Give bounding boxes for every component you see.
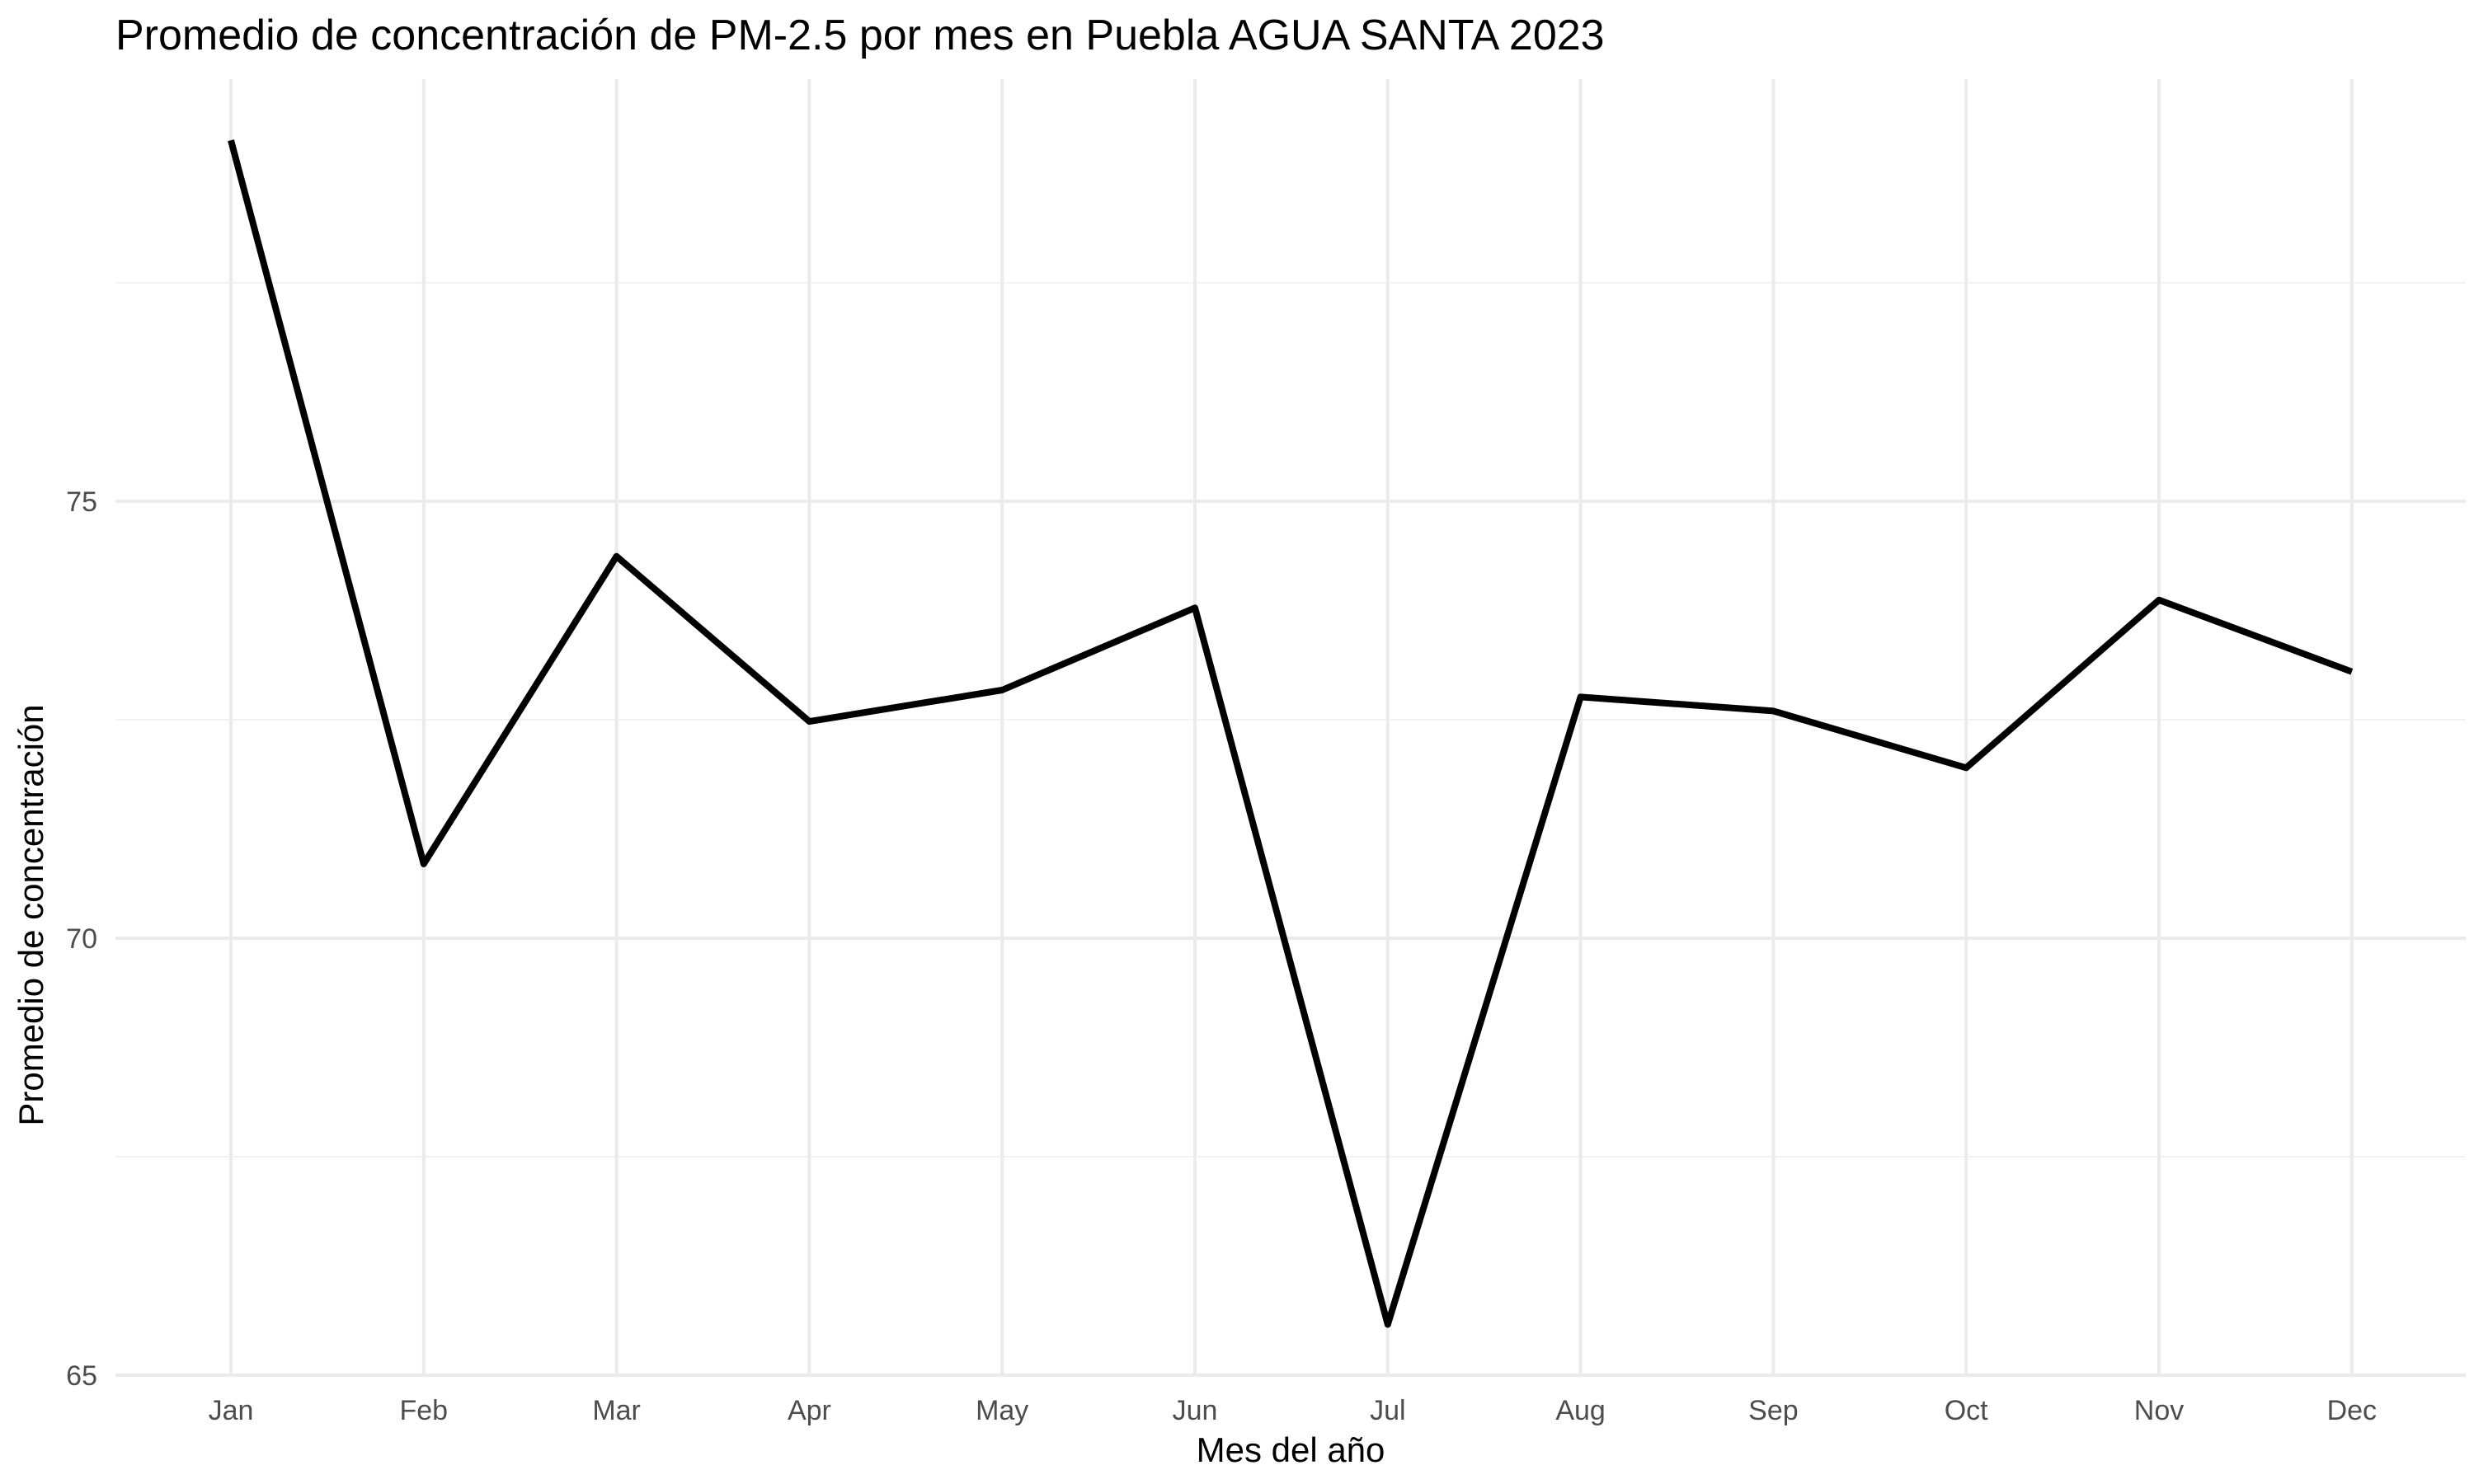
x-tick-label: Sep xyxy=(1748,1395,1799,1426)
x-tick-label: Dec xyxy=(2327,1395,2377,1426)
x-axis-ticks: Jan Feb Mar Apr May Jun Jul Aug Sep Oct Nov Dec xyxy=(209,1395,2377,1426)
y-tick-label: 65 xyxy=(66,1360,97,1392)
y-axis-title: Promedio de concentración xyxy=(12,704,50,1125)
x-tick-label: Aug xyxy=(1555,1395,1606,1426)
x-tick-label: Nov xyxy=(2134,1395,2184,1426)
x-tick-label: Apr xyxy=(788,1395,831,1426)
x-tick-label: Jul xyxy=(1370,1395,1405,1426)
x-tick-label: May xyxy=(976,1395,1028,1426)
grid-lines xyxy=(115,79,2466,1377)
chart-title: Promedio de concentración de PM-2.5 por … xyxy=(115,12,1605,59)
series-line xyxy=(228,139,2354,1328)
x-tick-label: Mar xyxy=(592,1395,641,1426)
y-tick-label: 70 xyxy=(66,923,97,955)
series-line-group xyxy=(228,139,2354,1328)
x-axis-title: Mes del año xyxy=(1197,1430,1385,1469)
x-tick-label: Jun xyxy=(1173,1395,1218,1426)
x-tick-label: Oct xyxy=(1945,1395,1988,1426)
y-tick-label: 75 xyxy=(66,486,97,518)
x-tick-label: Feb xyxy=(400,1395,449,1426)
y-axis-ticks: 65 70 75 xyxy=(66,486,97,1392)
x-tick-label: Jan xyxy=(209,1395,254,1426)
